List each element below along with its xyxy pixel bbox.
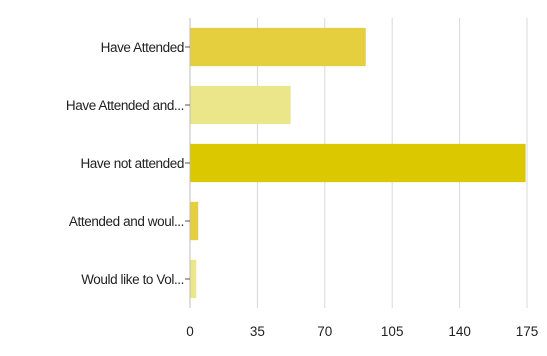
x-tick-label: 175 <box>516 324 539 339</box>
x-tick-label: 140 <box>448 324 471 339</box>
x-tick-label: 35 <box>250 324 265 339</box>
bar <box>190 143 526 183</box>
x-tick-label: 70 <box>317 324 332 339</box>
category-label: Would like to Vol... <box>81 272 184 287</box>
bar <box>190 27 366 67</box>
category-label: Have not attended <box>80 156 184 171</box>
bar <box>190 201 199 241</box>
category-labels: Have Attended Have Attended and... Have no… <box>66 40 190 287</box>
bars <box>190 27 526 299</box>
x-tick-label: 0 <box>186 324 194 339</box>
category-label: Have Attended and... <box>66 98 184 113</box>
category-label: Have Attended <box>101 40 184 55</box>
x-tick-label: 105 <box>381 324 404 339</box>
bar <box>190 85 291 125</box>
bar <box>190 259 197 299</box>
x-tick-labels: 0 35 70 105 140 175 <box>186 324 538 339</box>
category-label: Attended and woul... <box>69 214 184 229</box>
